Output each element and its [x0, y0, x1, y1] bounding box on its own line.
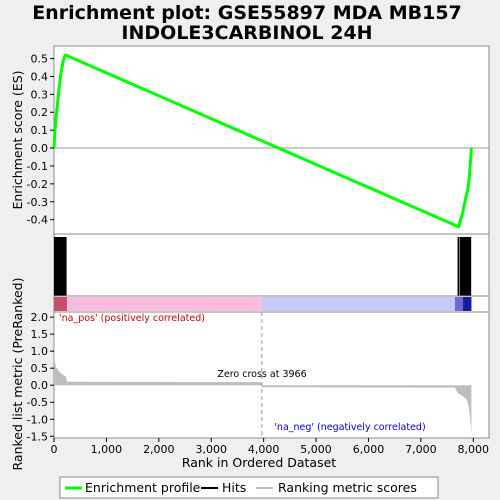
metric-y-tick-label: -1.5 — [27, 430, 48, 443]
es-y-tick-label: 0.2 — [31, 106, 49, 119]
rank-colorbar — [54, 297, 472, 311]
es-y-tick-label: 0.4 — [31, 70, 49, 83]
es-y-ticks: 0.5 0.4 0.3 0.2 0.1 0.0 -0.1 -0.2 -0.3 -0.4 — [27, 53, 54, 227]
x-tick-label: 1,000 — [91, 443, 123, 456]
legend-box — [59, 476, 439, 499]
es-y-tick-label: -0.1 — [27, 160, 48, 173]
metric-x-ticks: 0 1,000 2,000 3,000 4,000 5,000 6,000 7,000 8,00… — [51, 438, 490, 456]
es-y-tick-label: -0.3 — [27, 196, 48, 209]
na-neg-annotation: 'na_neg' (negatively correlated) — [274, 422, 425, 433]
es-y-tick-label: 0.5 — [31, 53, 49, 66]
hit-mark — [457, 237, 460, 296]
x-tick-label: 4,000 — [248, 443, 280, 456]
hit-mark — [54, 237, 67, 296]
x-tick-label: 2,000 — [143, 443, 175, 456]
hit-mark — [459, 237, 472, 296]
es-y-tick-label: -0.2 — [27, 178, 48, 191]
metric-y-tick-label: 2.0 — [31, 311, 49, 324]
colorbar-segment — [54, 297, 68, 311]
colorbar-segment — [261, 297, 455, 311]
hit-marks — [54, 237, 472, 296]
colorbar-segment — [454, 297, 463, 311]
colorbar-segment — [462, 297, 472, 311]
es-y-tick-label: 0.3 — [31, 88, 49, 101]
x-axis-label: Rank in Ordered Dataset — [182, 455, 336, 470]
legend-label-ranking: Ranking metric scores — [278, 480, 417, 495]
es-y-axis-label: Enrichment score (ES) — [10, 70, 25, 209]
x-tick-label: 8,000 — [458, 443, 490, 456]
x-tick-label: 7,000 — [405, 443, 437, 456]
x-tick-label: 6,000 — [353, 443, 385, 456]
legend-label-hits: Hits — [222, 480, 246, 495]
enrichment-profile-line — [52, 53, 473, 229]
es-y-tick-label: 0.1 — [31, 124, 49, 137]
metric-y-tick-label: 0.0 — [31, 379, 49, 392]
metric-y-tick-label: 1.0 — [31, 345, 49, 358]
metric-plot-area — [53, 311, 490, 439]
legend-label-enrichment: Enrichment profile — [85, 480, 201, 495]
metric-y-tick-label: -0.5 — [27, 396, 48, 409]
x-tick-label: 3,000 — [195, 443, 227, 456]
na-pos-annotation: 'na_pos' (positively correlated) — [59, 313, 205, 324]
metric-y-tick-label: 1.5 — [31, 328, 49, 341]
es-plot-area — [53, 45, 490, 235]
metric-y-tick-label: 0.5 — [31, 362, 49, 375]
x-tick-label: 5,000 — [300, 443, 332, 456]
es-y-tick-label: -0.4 — [27, 214, 48, 227]
chart-title-line1: Enrichment plot: GSE55897 MDA MB157 — [32, 2, 462, 24]
hits-plot-area — [53, 233, 490, 297]
metric-y-axis-label: Ranked list metric (PreRanked) — [10, 278, 25, 471]
zero-cross-annotation: Zero cross at 3966 — [217, 369, 306, 380]
chart-title-line2: INDOLE3CARBINOL 24H — [121, 22, 372, 44]
colorbar-segment — [67, 297, 262, 311]
metric-y-tick-label: -1.0 — [27, 413, 48, 426]
x-tick-label: 0 — [51, 443, 58, 456]
es-y-tick-label: 0.0 — [31, 142, 49, 155]
metric-y-ticks: 2.0 1.5 1.0 0.5 0.0 -0.5 -1.0 -1.5 — [27, 311, 54, 443]
